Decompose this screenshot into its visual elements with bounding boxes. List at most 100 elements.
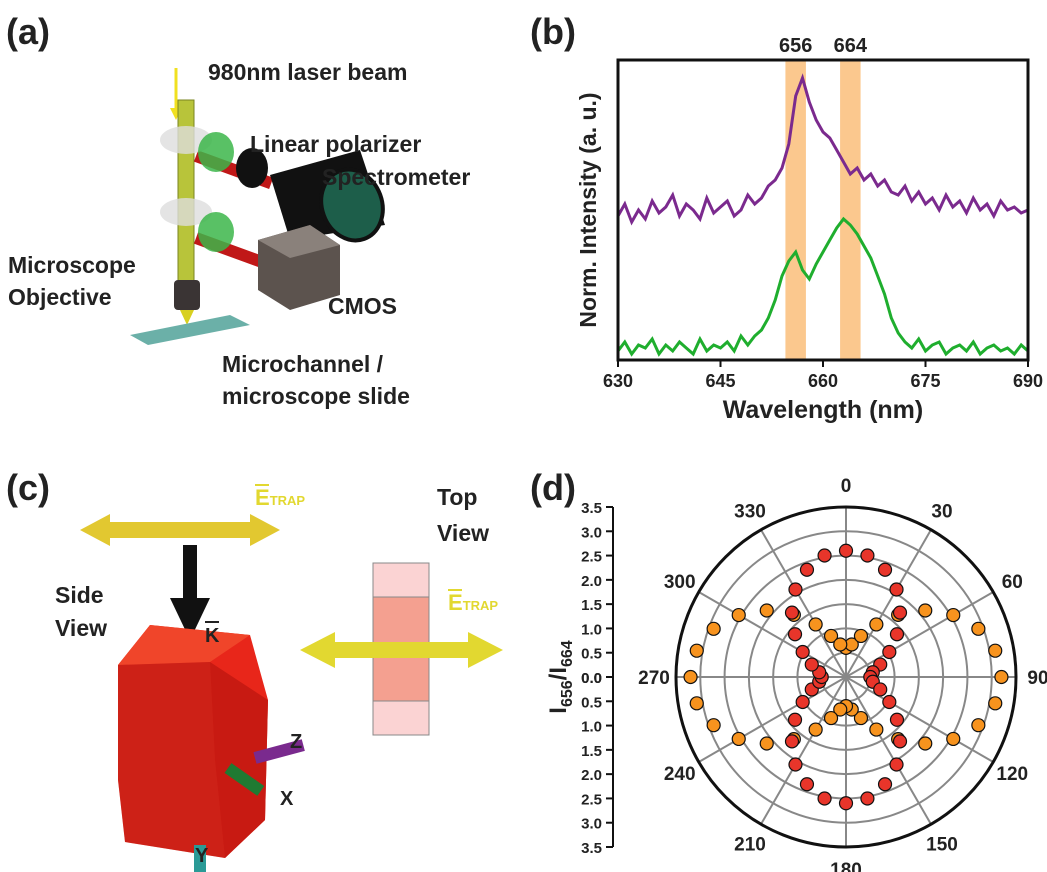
- data-point: [825, 712, 838, 725]
- theta-tick-label: 210: [734, 834, 766, 855]
- data-point: [789, 628, 802, 641]
- data-point: [785, 735, 798, 748]
- data-point: [796, 645, 809, 658]
- y-tick-label: 3.5: [581, 500, 602, 517]
- data-point: [995, 671, 1008, 684]
- k-label: K: [205, 625, 220, 647]
- y-axis-label: Norm. Intensity (a. u.): [575, 92, 601, 327]
- y-tick-label: 2.0: [581, 573, 602, 590]
- data-point: [894, 735, 907, 748]
- data-point: [800, 778, 813, 791]
- data-point: [707, 622, 720, 635]
- data-point: [789, 713, 802, 726]
- data-point: [840, 797, 853, 810]
- theta-tick-label: 150: [926, 834, 958, 855]
- y-tick-label: 1.0: [581, 621, 602, 638]
- y-tick-label: 3.0: [581, 524, 602, 541]
- data-point: [834, 638, 847, 651]
- data-point: [760, 737, 773, 750]
- panel-label: (a): [6, 11, 50, 52]
- y-label-part: /I: [545, 667, 572, 680]
- panel-label: (b): [530, 11, 576, 52]
- data-point: [809, 723, 822, 736]
- view-label: Top: [437, 484, 477, 510]
- data-point: [789, 758, 802, 771]
- theta-tick-label: 90: [1027, 668, 1047, 689]
- spectrometer-label: Spectrometer: [322, 164, 470, 190]
- data-point: [861, 792, 874, 805]
- figure: (a) 980nm laser beam Linear polarizer Spect…: [0, 0, 1047, 872]
- e-symbol: E: [255, 485, 270, 510]
- data-point: [919, 604, 932, 617]
- highlight-band: [840, 60, 861, 360]
- y-tick-label: 2.5: [581, 791, 602, 808]
- data-point: [690, 697, 703, 710]
- data-point: [796, 696, 809, 709]
- data-point: [732, 609, 745, 622]
- theta-tick-label: 0: [841, 476, 852, 497]
- x-tick-label: 645: [705, 371, 735, 391]
- data-point: [707, 719, 720, 732]
- data-point: [870, 723, 883, 736]
- data-point: [883, 696, 896, 709]
- theta-tick-label: 180: [830, 860, 862, 872]
- data-point: [818, 792, 831, 805]
- data-point: [972, 622, 985, 635]
- sample-label: microscope slide: [222, 383, 410, 409]
- data-point: [972, 719, 985, 732]
- laser-label: 980nm laser beam: [208, 59, 407, 85]
- theta-tick-label: 60: [1002, 572, 1023, 593]
- e-symbol: E: [448, 590, 463, 615]
- data-point: [947, 609, 960, 622]
- axis-name: X: [280, 788, 294, 810]
- data-point: [789, 583, 802, 596]
- y-tick-label: 2.0: [581, 767, 602, 784]
- theta-tick-label: 330: [734, 502, 766, 523]
- y-label-part: 656: [559, 680, 576, 707]
- camera-label: CMOS: [328, 293, 397, 319]
- view-label: View: [55, 615, 107, 641]
- data-point: [840, 544, 853, 557]
- data-point: [818, 549, 831, 562]
- objective-label: Microscope: [8, 252, 136, 278]
- data-point: [989, 644, 1002, 657]
- polarizer-label: Linear polarizer: [250, 131, 421, 157]
- view-label: View: [437, 520, 489, 546]
- band-label: 664: [834, 35, 868, 57]
- view-label: Side: [55, 582, 104, 608]
- data-point: [861, 549, 874, 562]
- y-tick-label: 1.5: [581, 743, 602, 760]
- x-tick-label: 690: [1013, 371, 1043, 391]
- band-label: 656: [779, 35, 812, 57]
- e-field-label: ETRAP: [255, 485, 305, 510]
- data-point: [879, 563, 892, 576]
- theta-tick-label: 30: [931, 502, 952, 523]
- y-tick-label: 3.5: [581, 840, 602, 857]
- e-field-label: ETRAP: [448, 590, 498, 615]
- data-point: [785, 606, 798, 619]
- y-tick-label: 1.5: [581, 597, 602, 614]
- y-tick-label: 1.0: [581, 719, 602, 736]
- data-point: [883, 645, 896, 658]
- theta-tick-label: 120: [996, 764, 1028, 785]
- data-point: [894, 606, 907, 619]
- theta-tick-label: 300: [664, 572, 696, 593]
- panel-label: (c): [6, 467, 50, 508]
- y-axis-label: I656/I664: [545, 640, 576, 714]
- data-point: [989, 697, 1002, 710]
- data-point: [854, 629, 867, 642]
- y-tick-label: 2.5: [581, 549, 602, 566]
- x-tick-label: 630: [603, 371, 633, 391]
- data-point: [874, 683, 887, 696]
- objective-label: Objective: [8, 284, 112, 310]
- y-tick-label: 3.0: [581, 816, 602, 833]
- data-point: [919, 737, 932, 750]
- data-point: [879, 778, 892, 791]
- axis-name: Z: [290, 731, 302, 753]
- data-point: [805, 658, 818, 671]
- data-point: [890, 583, 903, 596]
- panel-label: (d): [530, 467, 576, 508]
- data-point: [947, 732, 960, 745]
- theta-tick-label: 240: [664, 764, 696, 785]
- y-label-part: 664: [559, 640, 576, 667]
